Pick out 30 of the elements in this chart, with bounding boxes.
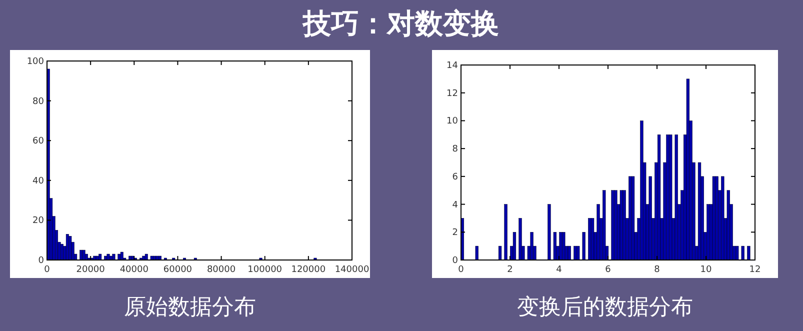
y-tick-label: 10 [446,116,458,127]
chart-title: 技巧：对数变换 [302,7,499,40]
x-tick-label: 20000 [76,265,106,275]
x-tick-label: 6 [605,265,612,275]
y-tick-label: 60 [32,136,44,147]
y-tick-label: 2 [452,228,458,238]
y-tick-label: 0 [38,256,44,266]
y-tick-label: 20 [32,216,44,226]
y-tick-label: 0 [452,256,458,266]
x-tick-label: 4 [556,265,562,275]
y-tick-label: 4 [452,200,458,210]
x-tick-label: 120000 [291,265,326,275]
text: 变换后的数据分布 [517,295,693,320]
x-tick-label: 12 [749,265,761,275]
y-tick-label: 80 [32,96,44,107]
y-tick-label: 6 [452,172,458,182]
x-tick-label: 80000 [206,265,236,275]
x-tick-label: 2 [507,265,513,275]
y-tick-label: 100 [26,57,44,67]
text: 原始数据分布 [124,295,256,320]
y-tick-label: 8 [452,144,458,155]
x-tick-label: 8 [654,265,660,275]
y-tick-label: 12 [446,88,458,99]
x-tick-label: 40000 [120,265,149,275]
x-tick-label: 140000 [334,265,370,275]
y-tick-label: 40 [32,176,44,186]
y-tick-label: 14 [446,61,458,71]
x-tick-label: 100000 [248,265,282,275]
x-tick-label: 10 [700,265,712,275]
x-tick-label: 60000 [163,265,192,275]
